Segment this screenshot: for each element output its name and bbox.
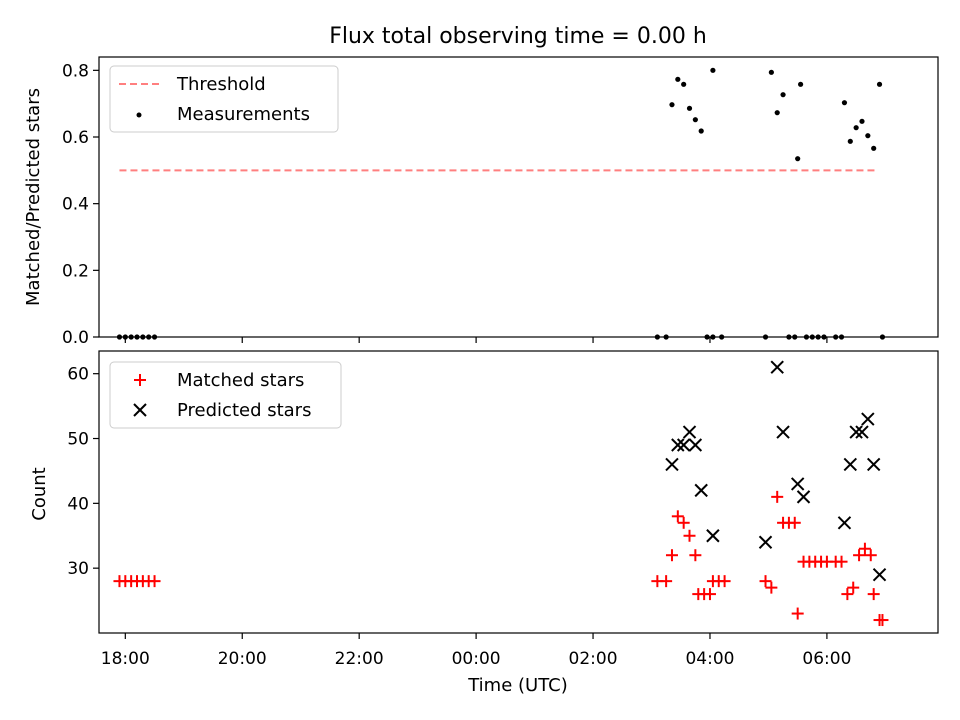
predicted-stars-point xyxy=(855,425,869,439)
y-tick-label: 30 xyxy=(67,559,89,579)
matched-stars-point xyxy=(791,607,804,620)
predicted-stars-point xyxy=(770,360,784,374)
legend-threshold-label: Threshold xyxy=(176,74,266,95)
measurement-point xyxy=(710,67,716,73)
measurement-point xyxy=(681,81,687,87)
predicted-stars-point xyxy=(796,490,811,504)
x-tick-label: 02:00 xyxy=(569,649,618,669)
legend-predicted-label: Predicted stars xyxy=(177,400,311,421)
axes-frame xyxy=(98,350,939,634)
y-tick-label: 0.8 xyxy=(62,61,89,81)
predicted-stars-point xyxy=(676,438,691,452)
measurement-point xyxy=(669,102,675,108)
measurement-point xyxy=(853,125,859,131)
measurement-point xyxy=(675,76,681,82)
legend-measurements-label: Measurements xyxy=(177,104,310,125)
predicted-stars-point xyxy=(758,535,773,549)
measurement-point xyxy=(859,118,865,124)
matched-stars-point xyxy=(788,516,801,529)
legend: Matched stars Predicted stars xyxy=(109,361,342,429)
axes-frame xyxy=(98,56,939,338)
predicted-stars-point xyxy=(665,457,679,472)
legend-matched-label: Matched stars xyxy=(177,370,304,391)
predicted-stars-point xyxy=(682,425,697,439)
matched-stars-point xyxy=(665,549,678,562)
matched-stars-point xyxy=(660,575,673,588)
y-tick-label: 0.2 xyxy=(62,261,89,281)
predicted-stars-point xyxy=(671,438,685,452)
legend-predicted-swatch xyxy=(133,403,147,417)
x-tick-label: 06:00 xyxy=(802,649,851,669)
predicted-stars-point xyxy=(688,438,703,452)
chart-title: Flux total observing time = 0.00 h xyxy=(329,24,707,49)
x-tick-label: 22:00 xyxy=(335,649,384,669)
measurement-point xyxy=(698,128,704,134)
measurement-point xyxy=(768,69,774,75)
star-count-panel: 30 40 50 60 18:00 20:00 22:00 00:00 02:00 04:00 0… xyxy=(29,350,939,669)
y-tick-label: 60 xyxy=(67,365,89,385)
predicted-stars-point xyxy=(706,529,720,543)
matched-stars-point xyxy=(677,516,690,529)
y-tick-label: 40 xyxy=(67,494,89,514)
y-axis-label: Count xyxy=(29,467,50,520)
legend: Threshold Measurements xyxy=(109,65,339,133)
matched-stars-point xyxy=(671,510,684,523)
y-tick-label: 0.4 xyxy=(62,195,89,215)
predicted-stars-point xyxy=(694,483,708,498)
measurement-point xyxy=(780,92,786,98)
predicted-stars-point xyxy=(866,457,881,472)
matched-stars-point xyxy=(765,581,778,594)
matched-stars-point xyxy=(853,549,866,562)
y-tick-label: 50 xyxy=(67,430,89,450)
matched-stars-point xyxy=(771,490,784,503)
predicted-stars-point xyxy=(790,477,805,491)
matched-stars-point xyxy=(867,588,880,601)
matched-stars-point xyxy=(703,588,716,601)
measurement-point xyxy=(798,81,804,87)
measurement-point xyxy=(692,117,698,123)
matched-stars-point xyxy=(148,575,161,588)
measurement-point xyxy=(841,100,848,106)
x-tick-label: 00:00 xyxy=(452,649,501,669)
legend-matched-swatch xyxy=(134,374,146,386)
measurement-point xyxy=(774,110,780,116)
predicted-stars-point xyxy=(843,457,858,472)
matched-stars-point xyxy=(683,529,696,542)
measurement-point xyxy=(865,133,871,139)
y-tick-label: 0.6 xyxy=(62,128,89,148)
predicted-stars-point xyxy=(861,412,875,426)
predicted-stars-point xyxy=(837,516,852,530)
measurement-point xyxy=(847,138,853,144)
matched-stars-point xyxy=(718,575,731,588)
predicted-stars-point xyxy=(872,567,887,582)
measurement-point xyxy=(871,145,877,151)
measurement-point xyxy=(686,105,693,111)
matched-stars-point xyxy=(689,549,702,562)
matched-stars-point xyxy=(876,614,889,627)
matched-stars-point xyxy=(841,588,854,601)
y-axis-label: Matched/Predicted stars xyxy=(23,88,44,306)
x-tick-label: 18:00 xyxy=(101,649,150,669)
matched-stars-point xyxy=(864,549,877,562)
matched-stars-point xyxy=(759,575,772,588)
matched-stars-point xyxy=(858,542,871,555)
measurement-point xyxy=(876,81,883,87)
legend-box xyxy=(109,65,339,133)
legend-measurements-swatch xyxy=(136,112,142,118)
x-tick-label: 04:00 xyxy=(685,649,734,669)
predicted-stars-point xyxy=(849,425,863,439)
legend-box xyxy=(109,361,342,429)
flux-ratio-panel: 0.00.20.40.60.8 Matched/Predicted stars … xyxy=(23,56,939,348)
y-tick-label: 0.0 xyxy=(62,328,89,348)
measurement-point xyxy=(795,156,801,162)
x-tick-label: 20:00 xyxy=(218,649,267,669)
x-axis-label: Time (UTC) xyxy=(467,675,568,696)
matched-stars-point xyxy=(847,581,860,594)
predicted-stars-point xyxy=(776,425,790,439)
matched-stars-point xyxy=(835,555,848,568)
